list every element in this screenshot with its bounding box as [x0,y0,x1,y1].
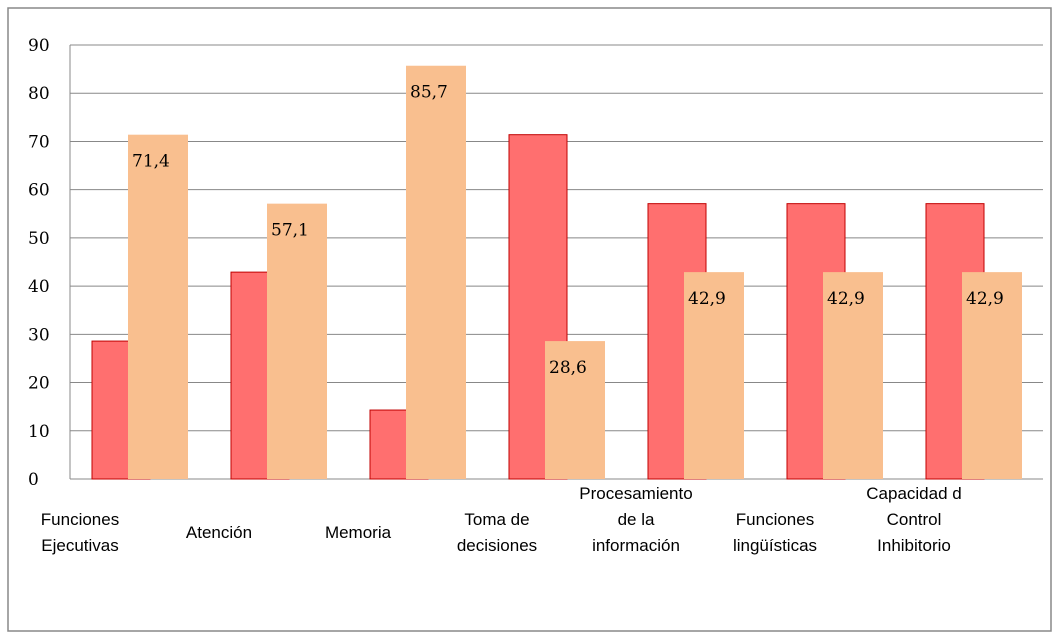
y-tick-label: 70 [28,132,50,152]
x-tick-label: Capacidad d [866,484,961,503]
y-tick-label: 90 [28,36,50,56]
x-tick-label: Funciones [736,510,814,529]
x-tick-label: Procesamiento [579,484,692,503]
data-label: 57,1 [271,221,309,241]
y-tick-label: 10 [28,422,50,442]
x-tick-label: Funciones [41,510,119,529]
y-tick-label: 30 [28,325,50,345]
bar [962,272,1022,479]
bar [823,272,883,479]
x-tick-label: de la [618,510,655,529]
data-label: 71,4 [132,152,170,172]
y-tick-label: 50 [28,229,50,249]
x-tick-label: Memoria [325,523,392,542]
y-tick-label: 0 [28,470,39,490]
x-tick-label: lingüísticas [733,536,817,555]
y-tick-label: 20 [28,374,50,394]
x-tick-label: información [592,536,680,555]
data-label: 42,9 [966,289,1004,309]
bar [406,65,466,479]
data-label: 42,9 [827,289,865,309]
y-tick-label: 60 [28,181,50,201]
bar [684,272,744,479]
x-tick-label: Ejecutivas [41,536,118,555]
x-tick-label: Control [887,510,942,529]
bar [267,203,327,479]
bar [128,134,188,479]
x-tick-label: decisiones [457,536,537,555]
x-tick-label: Toma de [464,510,529,529]
x-tick-label: Inhibitorio [877,536,951,555]
y-tick-label: 40 [28,277,50,297]
data-label: 28,6 [549,358,587,378]
y-tick-label: 80 [28,84,50,104]
bar [545,341,605,479]
data-label: 85,7 [410,83,448,103]
data-label: 42,9 [688,289,726,309]
x-tick-label: Atención [186,523,252,542]
